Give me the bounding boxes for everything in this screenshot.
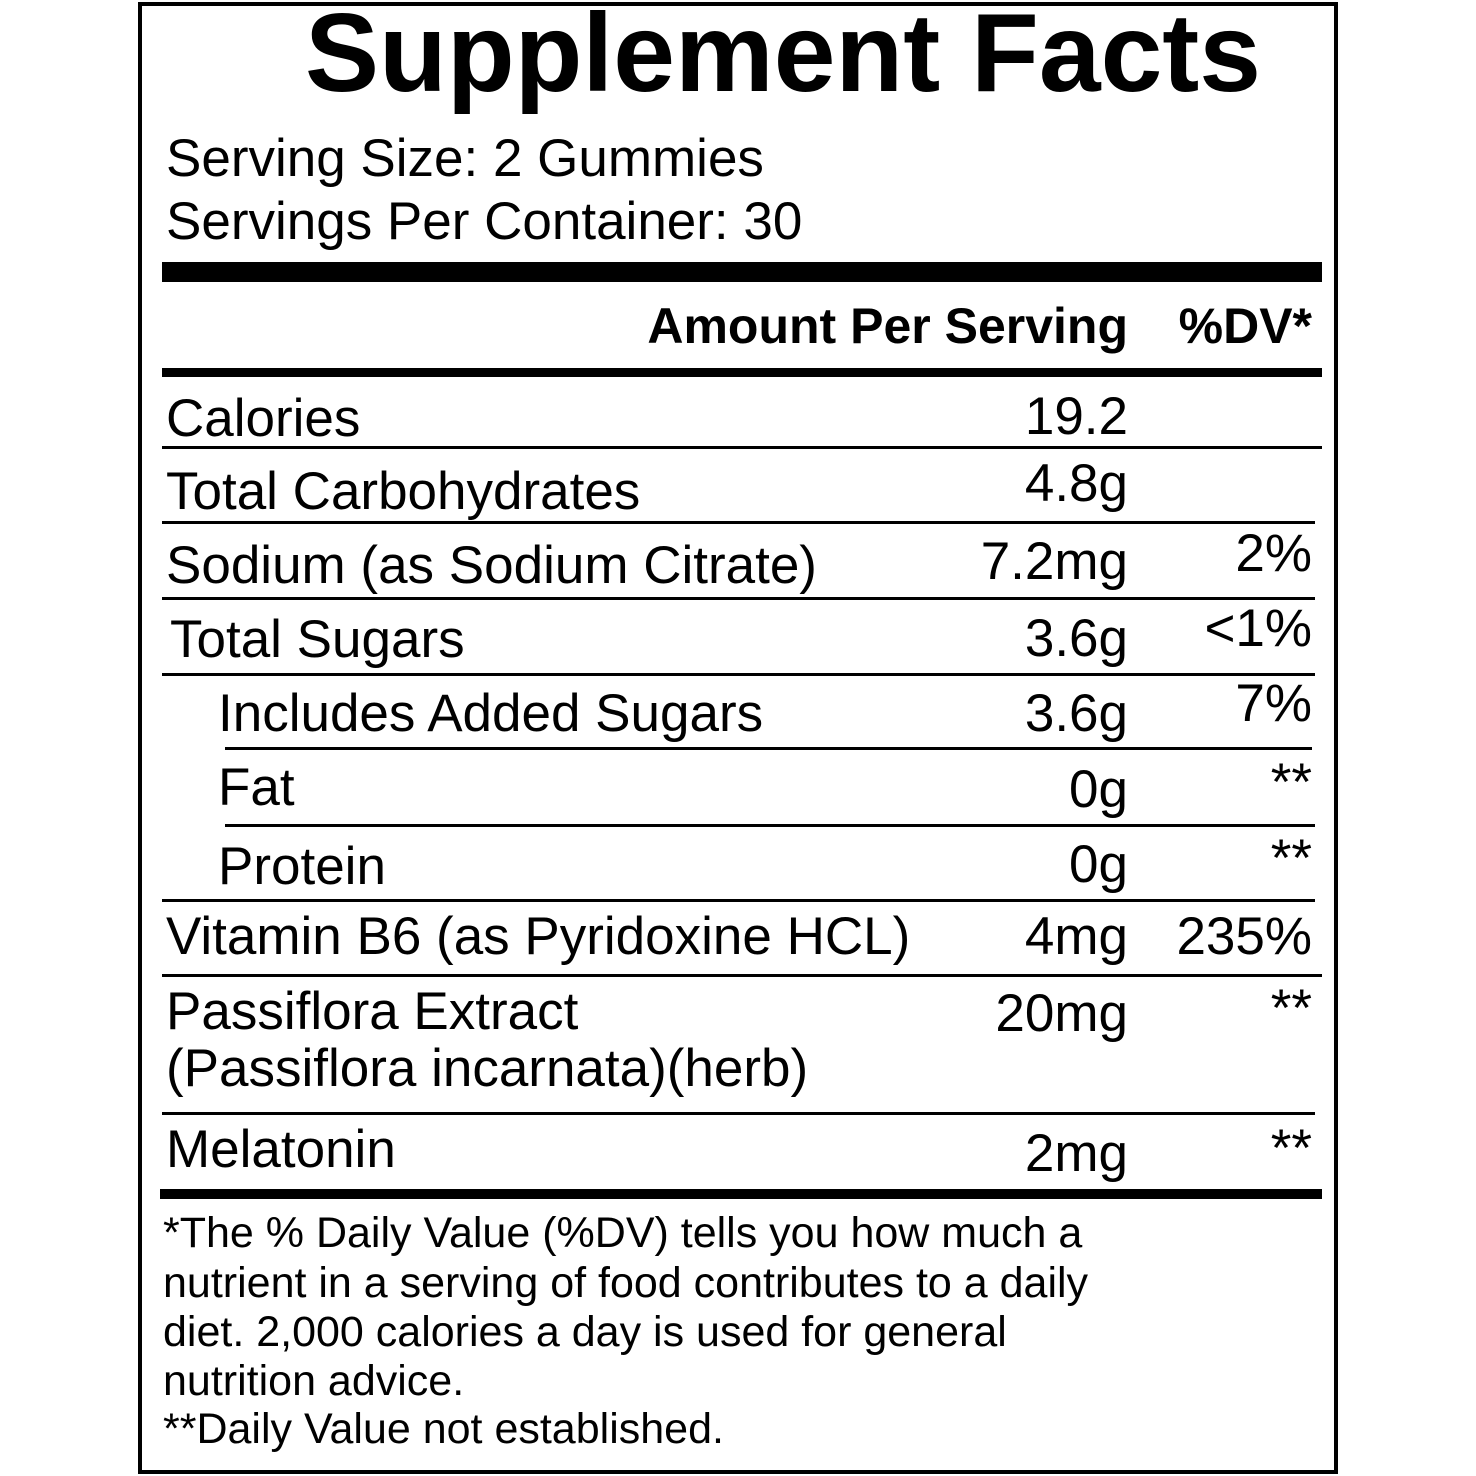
footnote-line: *The % Daily Value (%DV) tells you how m…: [163, 1209, 1083, 1257]
medium-divider: [160, 1189, 1322, 1199]
row-dv: 235%: [1176, 907, 1312, 966]
row-name: Sodium (as Sodium Citrate): [166, 536, 817, 595]
row-amount: 19.2: [1024, 387, 1128, 446]
header-dv: %DV*: [1178, 298, 1312, 354]
row-name: Fat: [218, 758, 295, 817]
row-divider: [162, 974, 1322, 977]
row-amount: 0g: [1069, 835, 1128, 894]
footnote-line: nutrition advice.: [163, 1357, 465, 1405]
row-divider: [162, 446, 1322, 449]
header-amount: Amount Per Serving: [647, 298, 1128, 354]
row-dv: **: [1270, 1119, 1312, 1178]
footnote-line: **Daily Value not established.: [163, 1405, 724, 1453]
row-name: Protein: [218, 837, 386, 896]
medium-divider: [162, 368, 1322, 377]
serving-size: Serving Size: 2 Gummies: [166, 129, 764, 188]
row-dv: **: [1270, 753, 1312, 812]
row-amount: 20mg: [995, 984, 1128, 1043]
row-name-line2: (Passiflora incarnata)(herb): [166, 1039, 809, 1098]
footnote-line: nutrient in a serving of food contribute…: [163, 1259, 1089, 1307]
row-dv: <1%: [1204, 599, 1312, 658]
row-dv: **: [1270, 979, 1312, 1038]
row-divider: [225, 747, 1312, 750]
row-divider: [162, 597, 1315, 600]
row-divider: [162, 673, 1315, 676]
row-amount: 3.6g: [1024, 609, 1128, 668]
label-border: [138, 2, 1338, 1474]
row-name: Calories: [166, 389, 361, 448]
row-divider: [162, 521, 1315, 524]
row-amount: 0g: [1069, 760, 1128, 819]
row-dv: 7%: [1235, 674, 1312, 733]
row-amount: 2mg: [1024, 1124, 1128, 1183]
row-name: Total Carbohydrates: [166, 462, 641, 521]
row-name: Includes Added Sugars: [218, 684, 764, 743]
row-amount: 4.8g: [1024, 454, 1128, 513]
row-name: Melatonin: [166, 1120, 396, 1179]
row-amount: 3.6g: [1024, 684, 1128, 743]
row-divider: [225, 824, 1315, 827]
row-divider: [162, 1112, 1315, 1115]
row-amount: 7.2mg: [980, 532, 1128, 591]
row-name: Vitamin B6 (as Pyridoxine HCL): [166, 907, 911, 966]
row-amount: 4mg: [1024, 907, 1128, 966]
row-dv: 2%: [1235, 524, 1312, 583]
footnote-line: diet. 2,000 calories a day is used for g…: [163, 1308, 1007, 1356]
row-divider: [162, 899, 1315, 902]
row-name: Total Sugars: [170, 610, 465, 669]
row-name: Passiflora Extract: [166, 982, 579, 1041]
servings-per-container: Servings Per Container: 30: [166, 192, 803, 251]
row-dv: **: [1270, 829, 1312, 888]
thick-divider: [162, 262, 1322, 282]
label-title: Supplement Facts: [304, 0, 1262, 115]
